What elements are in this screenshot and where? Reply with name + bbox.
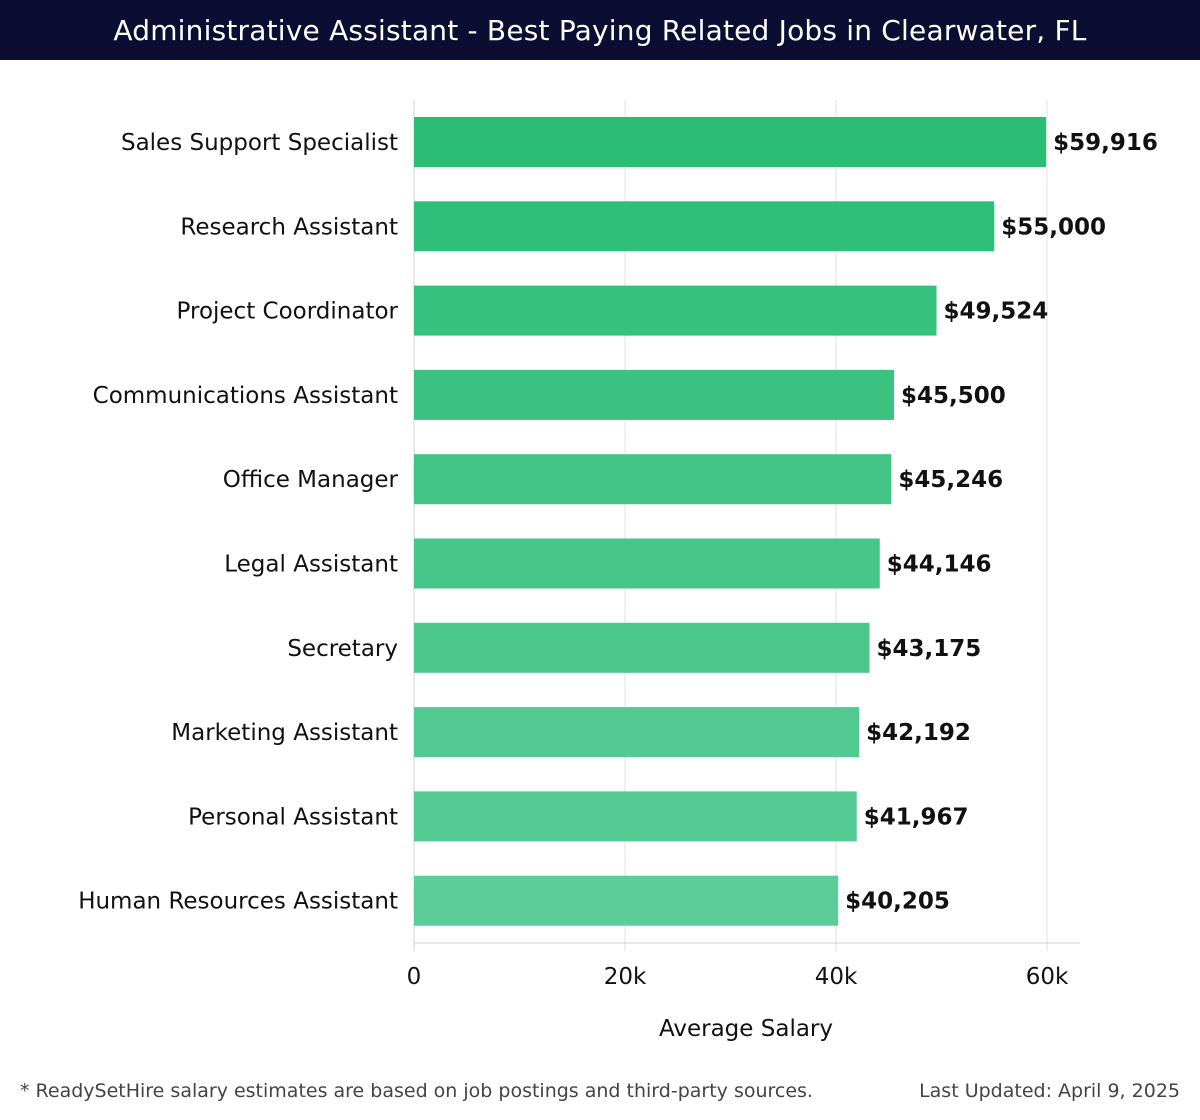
- category-label: Office Manager: [223, 467, 399, 493]
- value-label: $42,192: [866, 720, 971, 746]
- bar: [414, 707, 860, 758]
- category-label: Communications Assistant: [93, 383, 398, 409]
- x-axis-title: Average Salary: [659, 1016, 833, 1042]
- x-tick-label: 60k: [1026, 964, 1069, 990]
- value-label: $41,967: [864, 804, 969, 830]
- last-updated: Last Updated: April 9, 2025: [919, 1080, 1180, 1102]
- bar: [414, 285, 937, 336]
- bar: [414, 369, 895, 420]
- footer-note: * ReadySetHire salary estimates are base…: [20, 1080, 813, 1102]
- value-label: $45,246: [898, 467, 1003, 493]
- x-tick-label: 40k: [815, 964, 858, 990]
- value-label: $49,524: [943, 299, 1048, 325]
- value-label: $59,916: [1053, 130, 1158, 156]
- bar: [414, 538, 880, 589]
- category-label: Project Coordinator: [177, 299, 399, 325]
- bar: [414, 117, 1047, 167]
- category-label: Marketing Assistant: [171, 720, 398, 746]
- x-tick-label: 0: [407, 964, 422, 990]
- category-label: Research Assistant: [180, 214, 398, 240]
- title-bar: Administrative Assistant - Best Paying R…: [0, 0, 1200, 60]
- bar: [414, 201, 995, 252]
- bar-chart: Sales Support Specialist $59,916 Research …: [78, 100, 1158, 1042]
- category-label: Human Resources Assistant: [78, 889, 398, 915]
- category-label: Sales Support Specialist: [121, 130, 398, 156]
- category-label: Secretary: [287, 636, 398, 662]
- value-label: $55,000: [1001, 214, 1106, 240]
- bar: [414, 875, 839, 926]
- bar: [414, 454, 892, 505]
- bar: [414, 622, 870, 673]
- category-label: Legal Assistant: [224, 552, 398, 578]
- value-label: $43,175: [876, 636, 981, 662]
- value-label: $45,500: [901, 383, 1006, 409]
- value-label: $44,146: [887, 552, 992, 578]
- x-tick-label: 20k: [604, 964, 647, 990]
- category-label: Personal Assistant: [188, 804, 398, 830]
- value-label: $40,205: [845, 889, 950, 915]
- bar: [414, 791, 857, 842]
- chart-title: Administrative Assistant - Best Paying R…: [113, 13, 1087, 47]
